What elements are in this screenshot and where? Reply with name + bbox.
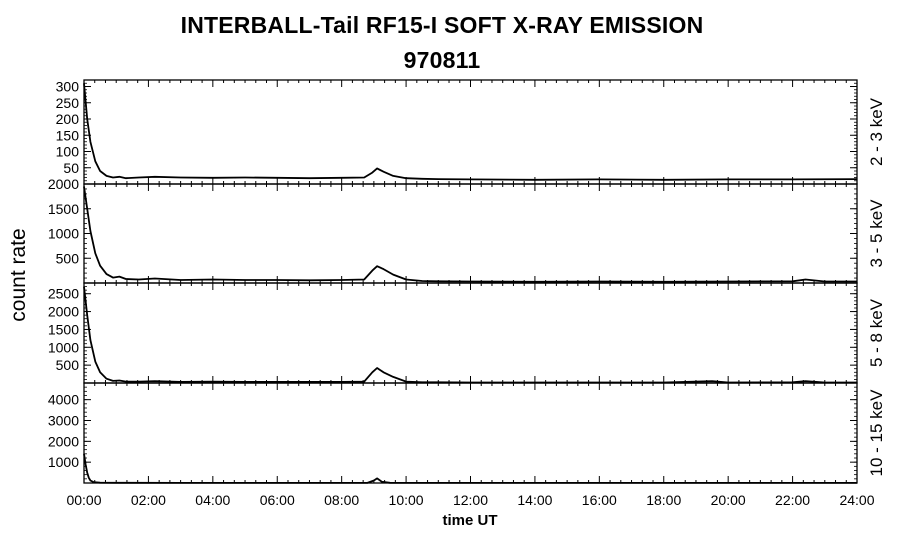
y-tick-label: 2000 — [48, 433, 79, 449]
x-tick-label: 04:00 — [195, 492, 230, 508]
series-line — [83, 186, 857, 283]
y-tick-label: 500 — [56, 357, 80, 373]
panel-label: 2 - 3 keV — [867, 97, 886, 166]
y-tick-label: 300 — [56, 79, 80, 95]
y-tick-label: 1500 — [48, 321, 79, 337]
y-tick-label: 2000 — [48, 304, 79, 320]
x-tick-label: 18:00 — [646, 492, 681, 508]
panel-frame — [83, 183, 858, 284]
y-tick-label: 3000 — [48, 413, 79, 429]
chart-title: INTERBALL-Tail RF15-I SOFT X-RAY EMISSIO… — [180, 12, 704, 38]
series-line — [83, 83, 858, 181]
y-tick-label: 1000 — [48, 339, 79, 355]
y-tick-label: 250 — [56, 95, 80, 111]
panel-label: 10 - 15 keV — [867, 389, 886, 477]
x-tick-label: 00:00 — [66, 492, 101, 508]
x-tick-label: 02:00 — [131, 492, 166, 508]
x-tick-label: 10:00 — [389, 492, 424, 508]
series-line — [83, 453, 857, 484]
x-axis-label: time UT — [442, 512, 498, 529]
y-tick-label: 1500 — [48, 201, 79, 217]
y-tick-label: 2000 — [48, 176, 79, 192]
y-tick-label: 2500 — [48, 286, 79, 302]
panel-frame — [83, 382, 858, 484]
y-tick-label: 50 — [63, 160, 79, 176]
x-tick-label: 06:00 — [260, 492, 295, 508]
y-tick-label: 1000 — [48, 454, 79, 470]
panel-label: 5 - 8 keV — [867, 298, 886, 367]
x-tick-label: 12:00 — [453, 492, 488, 508]
y-tick-label: 500 — [56, 250, 80, 266]
x-tick-label: 08:00 — [324, 492, 359, 508]
chart-subtitle: 970811 — [403, 47, 481, 73]
x-tick-label: 22:00 — [775, 492, 810, 508]
y-tick-label: 200 — [56, 111, 80, 127]
y-tick-label: 1000 — [48, 226, 79, 242]
x-tick-label: 16:00 — [582, 492, 617, 508]
y-tick-label: 4000 — [48, 392, 79, 408]
panel-label: 3 - 5 keV — [867, 199, 886, 268]
panel-frame — [83, 282, 858, 384]
x-tick-label: 14:00 — [517, 492, 552, 508]
series-line — [83, 286, 857, 384]
panel-frame — [83, 79, 858, 185]
x-tick-label: 24:00 — [839, 492, 874, 508]
y-tick-label: 150 — [56, 127, 80, 143]
x-tick-label: 20:00 — [711, 492, 746, 508]
y-tick-label: 100 — [56, 144, 80, 160]
